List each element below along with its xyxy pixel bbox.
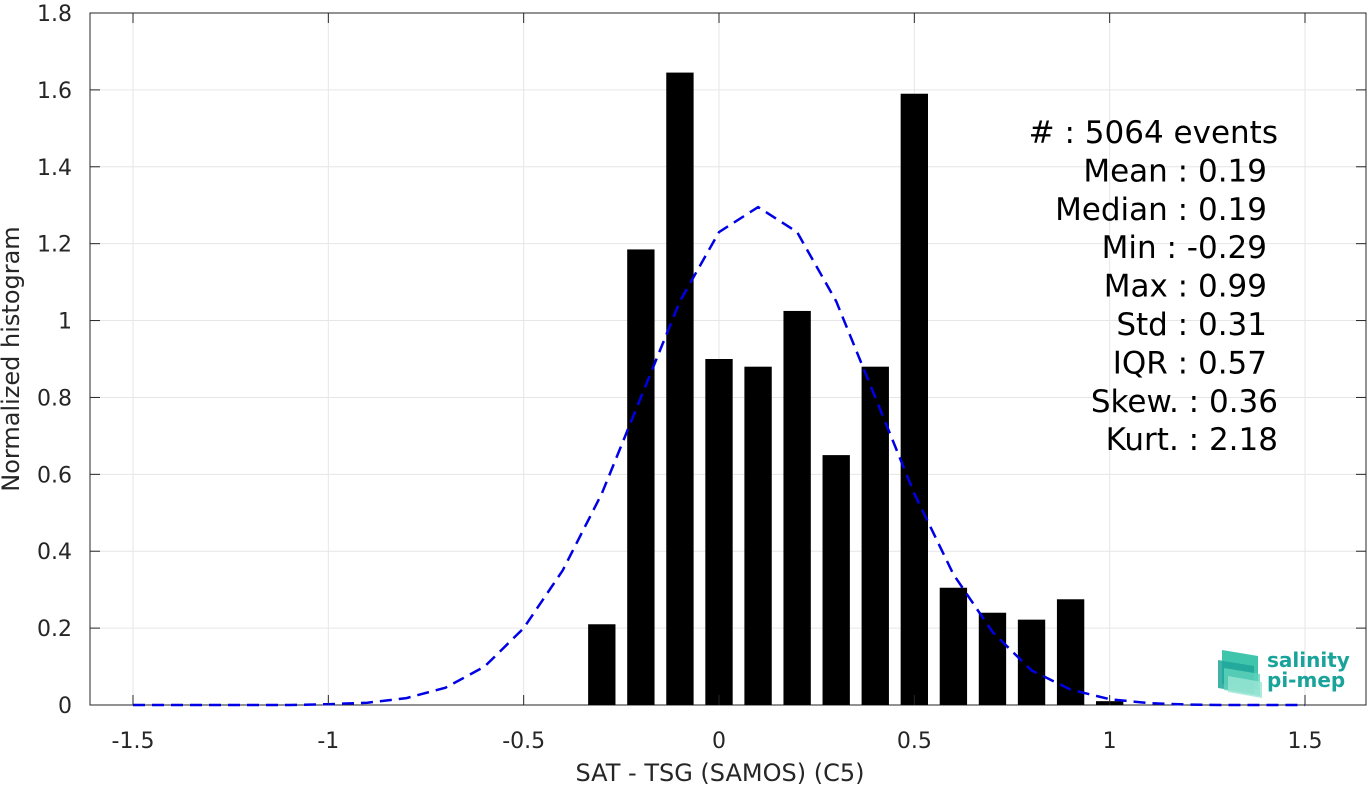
y-tick-label: 0 [58,694,72,719]
histogram-bar [978,612,1007,705]
stat-line: Median : 0.19 [1055,192,1267,228]
bars [588,72,1124,706]
stat-line: Mean : 0.19 [1083,153,1267,189]
histogram-bar [588,624,616,705]
stat-line: Skew. : 0.36 [1091,384,1278,420]
y-tick-label: 1.4 [37,156,72,181]
logo-text-line1: salinity [1267,648,1350,672]
stat-line: Max : 0.99 [1104,269,1267,305]
x-axis: -1.5 -1 -0.5 0 0.5 1 1.5 [112,13,1323,754]
x-tick-label: 1 [1103,729,1117,754]
stat-line: # : 5064 events [1029,115,1278,151]
stat-line: Min : -0.29 [1102,230,1267,266]
histogram-bar [861,366,889,705]
x-tick-label: 0.5 [897,729,932,754]
histogram-bar [744,366,772,705]
y-tick-label: 1 [58,310,72,335]
x-tick-label: -0.5 [502,729,545,754]
y-tick-label: 1.8 [37,2,72,27]
stat-line: Std : 0.31 [1116,307,1267,343]
logo-text-line2: pi-mep [1267,668,1345,692]
stat-line: IQR : 0.57 [1113,345,1267,381]
y-tick-label: 1.2 [37,233,72,258]
y-tick-label: 0.8 [37,386,72,411]
histogram-bar [783,310,811,705]
x-tick-label: 1.5 [1288,729,1323,754]
x-tick-label: 0 [712,729,726,754]
y-axis: 0 0.2 0.4 0.6 0.8 1 1.2 1.4 1.6 1.8 [37,2,1366,719]
salinity-pi-mep-logo: salinity pi-mep [1218,648,1350,698]
y-axis-label: Normalized histogram [0,226,25,491]
histogram-bar [1056,599,1085,705]
x-tick-label: -1 [317,729,339,754]
y-tick-label: 0.6 [37,463,72,488]
y-tick-label: 0.4 [37,540,72,565]
histogram-bar [822,455,850,705]
y-tick-label: 0.2 [37,617,72,642]
x-axis-label: SAT - TSG (SAMOS) (C5) [576,759,865,785]
histogram-bar [705,359,733,705]
waves-icon [1218,650,1262,698]
histogram-bar [1017,619,1046,705]
histogram-bar [939,587,968,705]
stat-line: Kurt. : 2.18 [1106,422,1278,458]
histogram-bar [900,93,929,705]
histogram-bar [627,249,655,705]
histogram-bar [666,72,694,706]
x-tick-label: -1.5 [112,729,155,754]
y-tick-label: 1.6 [37,79,72,104]
